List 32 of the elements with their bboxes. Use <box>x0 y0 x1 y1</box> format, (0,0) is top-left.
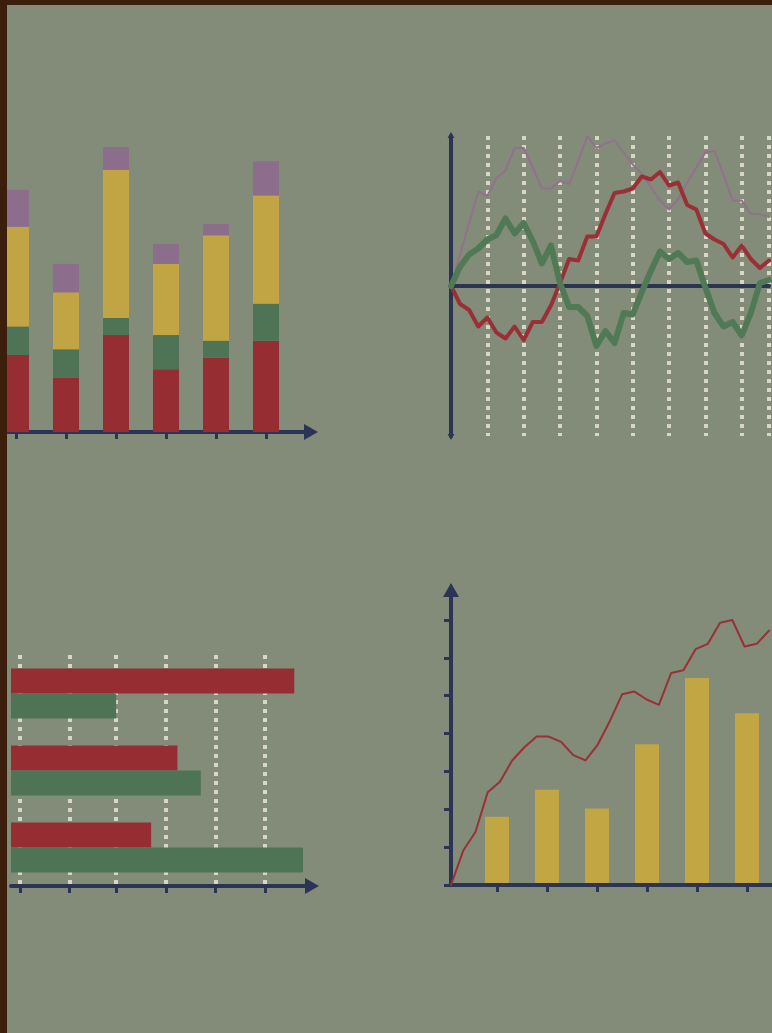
bar <box>253 340 279 432</box>
bar <box>53 377 79 432</box>
bar <box>103 147 129 170</box>
bar <box>153 335 179 370</box>
bar <box>11 693 117 719</box>
bar <box>203 340 229 358</box>
bar <box>485 816 509 885</box>
bar <box>11 847 303 873</box>
bar <box>253 303 279 341</box>
bar <box>103 169 129 318</box>
bar <box>53 292 79 350</box>
bar <box>153 263 179 336</box>
bar <box>103 318 129 336</box>
bar <box>103 335 129 432</box>
bar <box>585 808 609 885</box>
bar <box>203 235 229 341</box>
bar <box>203 357 229 432</box>
bar <box>685 678 709 885</box>
bar <box>635 744 659 885</box>
bar <box>253 195 279 304</box>
bar <box>253 161 279 196</box>
bar <box>203 223 229 236</box>
bar <box>11 745 178 771</box>
bar <box>11 822 152 848</box>
bar <box>535 789 559 885</box>
bar <box>11 668 295 694</box>
bar <box>11 770 201 796</box>
bar <box>53 349 79 378</box>
bar <box>153 243 179 264</box>
bar <box>153 369 179 432</box>
bar <box>735 713 759 885</box>
bar <box>53 263 79 293</box>
